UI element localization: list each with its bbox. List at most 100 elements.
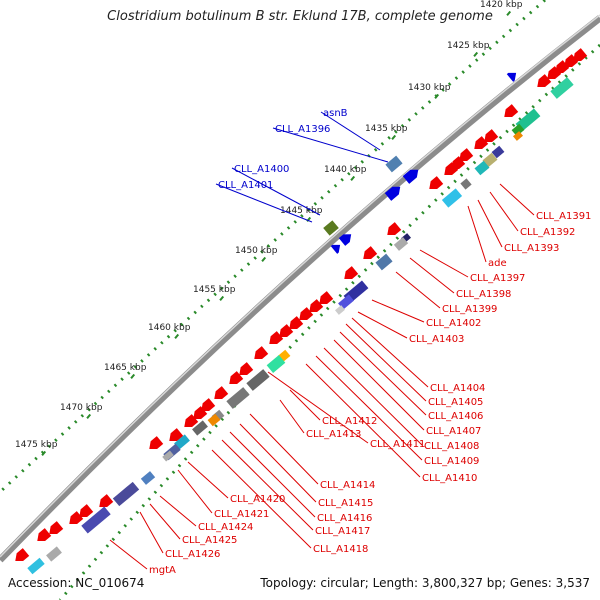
gene-feature-block <box>375 253 393 271</box>
reverse-gene-arrow <box>254 346 269 359</box>
label-leader-line <box>371 299 425 323</box>
gene-label: CLL_A1408 <box>424 441 479 452</box>
gene-label: CLL_A1420 <box>230 494 285 505</box>
gene-label-group: asnB CLL_A1396 CLL_A1400 CLL_A1401 CLL_A1391… <box>149 108 591 576</box>
gene-label: CLL_A1398 <box>456 289 511 300</box>
inner-tick-ring <box>58 43 600 600</box>
reverse-gene-arrow <box>149 436 164 449</box>
gene-feature-block <box>174 434 190 450</box>
label-leader-line <box>305 363 421 478</box>
label-leader-line <box>215 183 313 223</box>
kbp-tick-label: 1425 kbp <box>447 41 490 51</box>
reverse-gene-arrow <box>15 548 30 561</box>
label-leader-line <box>289 389 321 421</box>
kbp-tick-label: 1470 kbp <box>60 403 103 413</box>
reverse-gene-arrow <box>444 162 459 175</box>
label-leader-line <box>149 503 181 540</box>
forward-gene-arrow <box>402 169 419 184</box>
label-leader-line <box>267 371 369 444</box>
reverse-gene-arrow <box>344 266 359 279</box>
kbp-tick-mark <box>261 256 267 262</box>
summary-text: Topology: circular; Length: 3,800,327 bp… <box>260 576 590 590</box>
reverse-gene-arrow <box>193 406 208 419</box>
gene-feature-block <box>226 387 250 409</box>
gene-feature-block <box>515 108 541 132</box>
gene-label: CLL_A1396 <box>275 124 330 135</box>
gene-label: CLL_A1417 <box>315 526 370 537</box>
reverse-gene-arrow <box>555 60 570 73</box>
genome-backbone <box>0 15 600 563</box>
kbp-tick-label: 1430 kbp <box>408 83 451 93</box>
gene-label: CLL_A1391 <box>536 211 591 222</box>
gene-feature-block <box>385 155 403 173</box>
kbp-tick-label: 1420 kbp <box>480 0 523 10</box>
gene-label: CLL_A1399 <box>442 304 497 315</box>
gene-feature-block <box>112 481 140 507</box>
reverse-gene-arrow <box>309 299 324 312</box>
accession-text: Accession: NC_010674 <box>8 576 145 590</box>
gene-feature-block <box>192 420 208 436</box>
kbp-tick-mark <box>86 413 92 419</box>
gene-feature-block <box>393 237 409 251</box>
reverse-gene-arrow <box>484 129 499 142</box>
gene-label: CLL_A1404 <box>430 383 485 394</box>
label-leader-line <box>409 257 455 294</box>
gene-label: CLL_A1425 <box>182 535 237 546</box>
gene-label: mgtA <box>149 565 176 576</box>
kbp-tick-mark <box>219 295 225 301</box>
label-leader-line <box>477 199 503 248</box>
map-title: Clostridium botulinum B str. Eklund 17B,… <box>107 9 493 24</box>
outer-tick-ring <box>0 0 546 494</box>
gene-feature-block <box>27 557 45 575</box>
gene-label: CLL_A1397 <box>470 273 525 284</box>
label-leader-group <box>109 111 535 570</box>
kbp-tick-mark <box>350 175 356 181</box>
gene-label: CLL_A1392 <box>520 227 575 238</box>
reverse-gene-arrow <box>49 521 64 534</box>
kbp-tick-label: 1475 kbp <box>15 440 58 450</box>
reverse-gene-arrow <box>169 428 184 441</box>
gene-label: CLL_A1410 <box>422 473 477 484</box>
gene-feature-block <box>46 546 62 562</box>
gene-label: CLL_A1403 <box>409 334 464 345</box>
reverse-gene-arrow <box>239 362 254 375</box>
gene-feature-group <box>15 48 588 575</box>
reverse-gene-arrow <box>474 136 489 149</box>
gene-feature-block <box>474 160 490 176</box>
label-leader-line <box>279 399 305 434</box>
reverse-gene-arrow <box>319 291 334 304</box>
label-leader-line <box>109 539 148 570</box>
kbp-tick-label: 1440 kbp <box>324 165 367 175</box>
gene-label: CLL_A1409 <box>424 456 479 467</box>
reverse-gene-arrow <box>99 494 114 507</box>
reverse-gene-arrow <box>201 398 216 411</box>
reverse-gene-arrow <box>37 528 52 541</box>
kbp-tick-label: 1450 kbp <box>235 246 278 256</box>
label-leader-line <box>231 167 321 216</box>
label-leader-line <box>357 311 408 339</box>
reverse-gene-arrow <box>289 316 304 329</box>
label-leader-line <box>320 111 381 151</box>
reverse-gene-arrow <box>279 324 294 337</box>
kbp-tick-mark <box>41 450 47 456</box>
label-leader-line <box>323 347 423 446</box>
gene-label: CLL_A1414 <box>320 480 375 491</box>
gene-label: CLL_A1415 <box>318 498 373 509</box>
label-leader-line <box>177 469 213 514</box>
gene-label: CLL_A1405 <box>428 397 483 408</box>
kbp-tick-mark <box>473 51 479 57</box>
label-leader-line <box>351 317 429 388</box>
forward-gene-arrow <box>506 72 517 82</box>
reverse-gene-arrow <box>299 307 314 320</box>
gene-feature-block <box>266 355 286 373</box>
reverse-gene-arrow <box>504 104 519 117</box>
label-leader-line <box>187 461 229 499</box>
reverse-gene-arrow <box>79 504 94 517</box>
label-leader-line <box>229 431 316 518</box>
gene-label: CLL_A1418 <box>313 544 368 555</box>
gene-label: CLL_A1406 <box>428 411 483 422</box>
reverse-gene-arrow <box>387 222 402 235</box>
label-leader-line <box>239 423 317 503</box>
gene-feature-block <box>550 77 574 99</box>
